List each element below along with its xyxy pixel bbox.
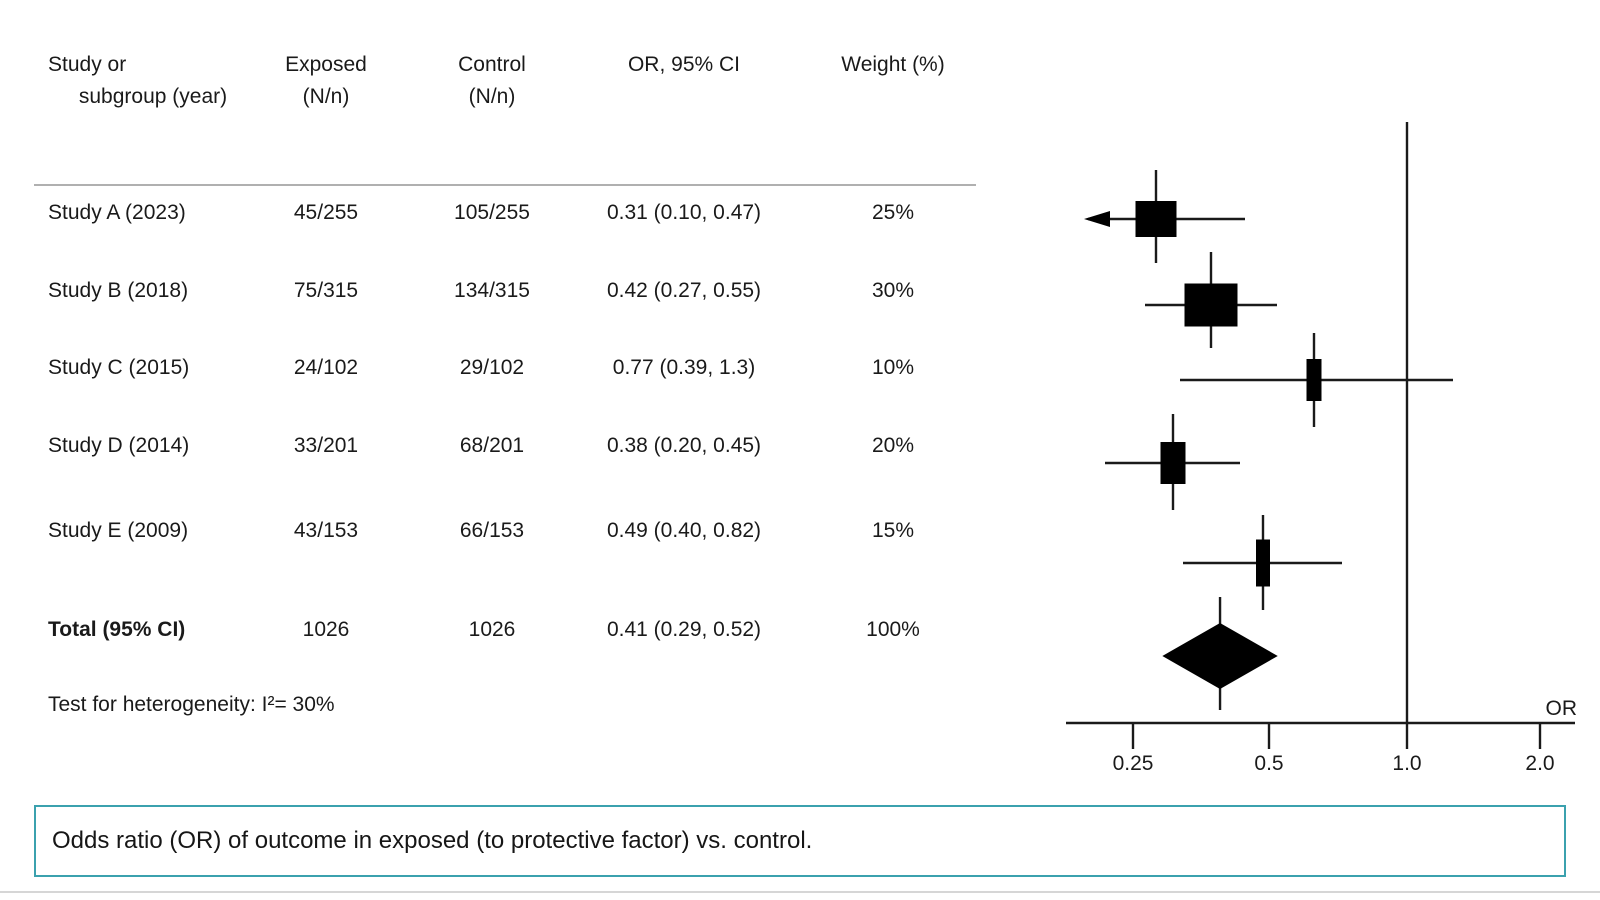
header-study-line2: subgroup (year) [78,85,228,108]
study-weight-square [1135,201,1177,237]
control-value: 29/102 [459,356,525,379]
study-label: Study E (2009) [48,519,189,542]
total-weight: 100% [866,618,920,641]
study-weight-square [1306,359,1322,401]
table-row-study-c: Study C (2015) 24/102 29/102 0.77 (0.39,… [0,353,1000,383]
exposed-value: 43/153 [293,519,359,542]
weight-value: 15% [871,519,915,542]
study-weight-square [1256,539,1270,587]
screenshot-bottom-edge [0,891,1600,893]
weight-value: 10% [871,356,915,379]
header-exposed-line2: (N/n) [302,85,350,108]
x-tick-label: 1.0 [1392,752,1421,775]
or-ci-value: 0.42 (0.27, 0.55) [606,279,762,302]
weight-value: 30% [871,279,915,302]
weight-value: 20% [871,434,915,457]
header-divider [34,184,976,186]
study-label: Study D (2014) [48,434,190,457]
exposed-value: 33/201 [293,434,359,457]
x-axis-label-or: OR [1546,697,1578,720]
summary-diamond [1162,623,1278,689]
study-weight-square [1160,442,1186,484]
study-label: Study B (2018) [48,279,189,302]
total-or-ci: 0.41 (0.29, 0.52) [606,618,762,641]
heterogeneity-note: Test for heterogeneity: I²= 30% [48,693,335,716]
table-row-study-a: Study A (2023) 45/255 105/255 0.31 (0.10… [0,198,1000,228]
x-tick-label: 0.25 [1113,752,1154,775]
or-ci-value: 0.77 (0.39, 1.3) [612,356,756,379]
weight-value: 25% [871,201,915,224]
control-value: 134/315 [454,279,530,302]
total-label: Total (95% CI) [48,618,186,641]
table-row-total: Total (95% CI) 1026 1026 0.41 (0.29, 0.5… [0,615,1000,645]
x-tick-label: 0.5 [1254,752,1283,775]
control-value: 66/153 [459,519,525,542]
control-value: 68/201 [459,434,525,457]
header-weight: Weight (%) [841,53,945,76]
exposed-value: 24/102 [293,356,359,379]
caption-box: Odds ratio (OR) of outcome in exposed (t… [34,805,1566,877]
or-ci-value: 0.38 (0.20, 0.45) [606,434,762,457]
exposed-value: 75/315 [293,279,359,302]
header-control-line1: Control [458,53,526,76]
control-value: 105/255 [454,201,530,224]
header-or-ci: OR, 95% CI [627,53,741,76]
total-exposed: 1026 [302,618,350,641]
or-ci-value: 0.31 (0.10, 0.47) [606,201,762,224]
total-control: 1026 [468,618,516,641]
study-weight-square [1184,283,1238,327]
header-exposed-line1: Exposed [285,53,367,76]
x-tick-label: 2.0 [1525,752,1554,775]
study-label: Study C (2015) [48,356,190,379]
exposed-value: 45/255 [293,201,359,224]
table-row-study-b: Study B (2018) 75/315 134/315 0.42 (0.27… [0,276,1000,306]
caption-text: Odds ratio (OR) of outcome in exposed (t… [52,827,813,854]
or-ci-value: 0.49 (0.40, 0.82) [606,519,762,542]
table-row-study-d: Study D (2014) 33/201 68/201 0.38 (0.20,… [0,431,1000,461]
header-study-line1: Study or [48,53,127,76]
ci-off-scale-arrow [1084,211,1110,227]
table-row-study-e: Study E (2009) 43/153 66/153 0.49 (0.40,… [0,516,1000,546]
header-control-line2: (N/n) [468,85,516,108]
study-label: Study A (2023) [48,201,186,224]
